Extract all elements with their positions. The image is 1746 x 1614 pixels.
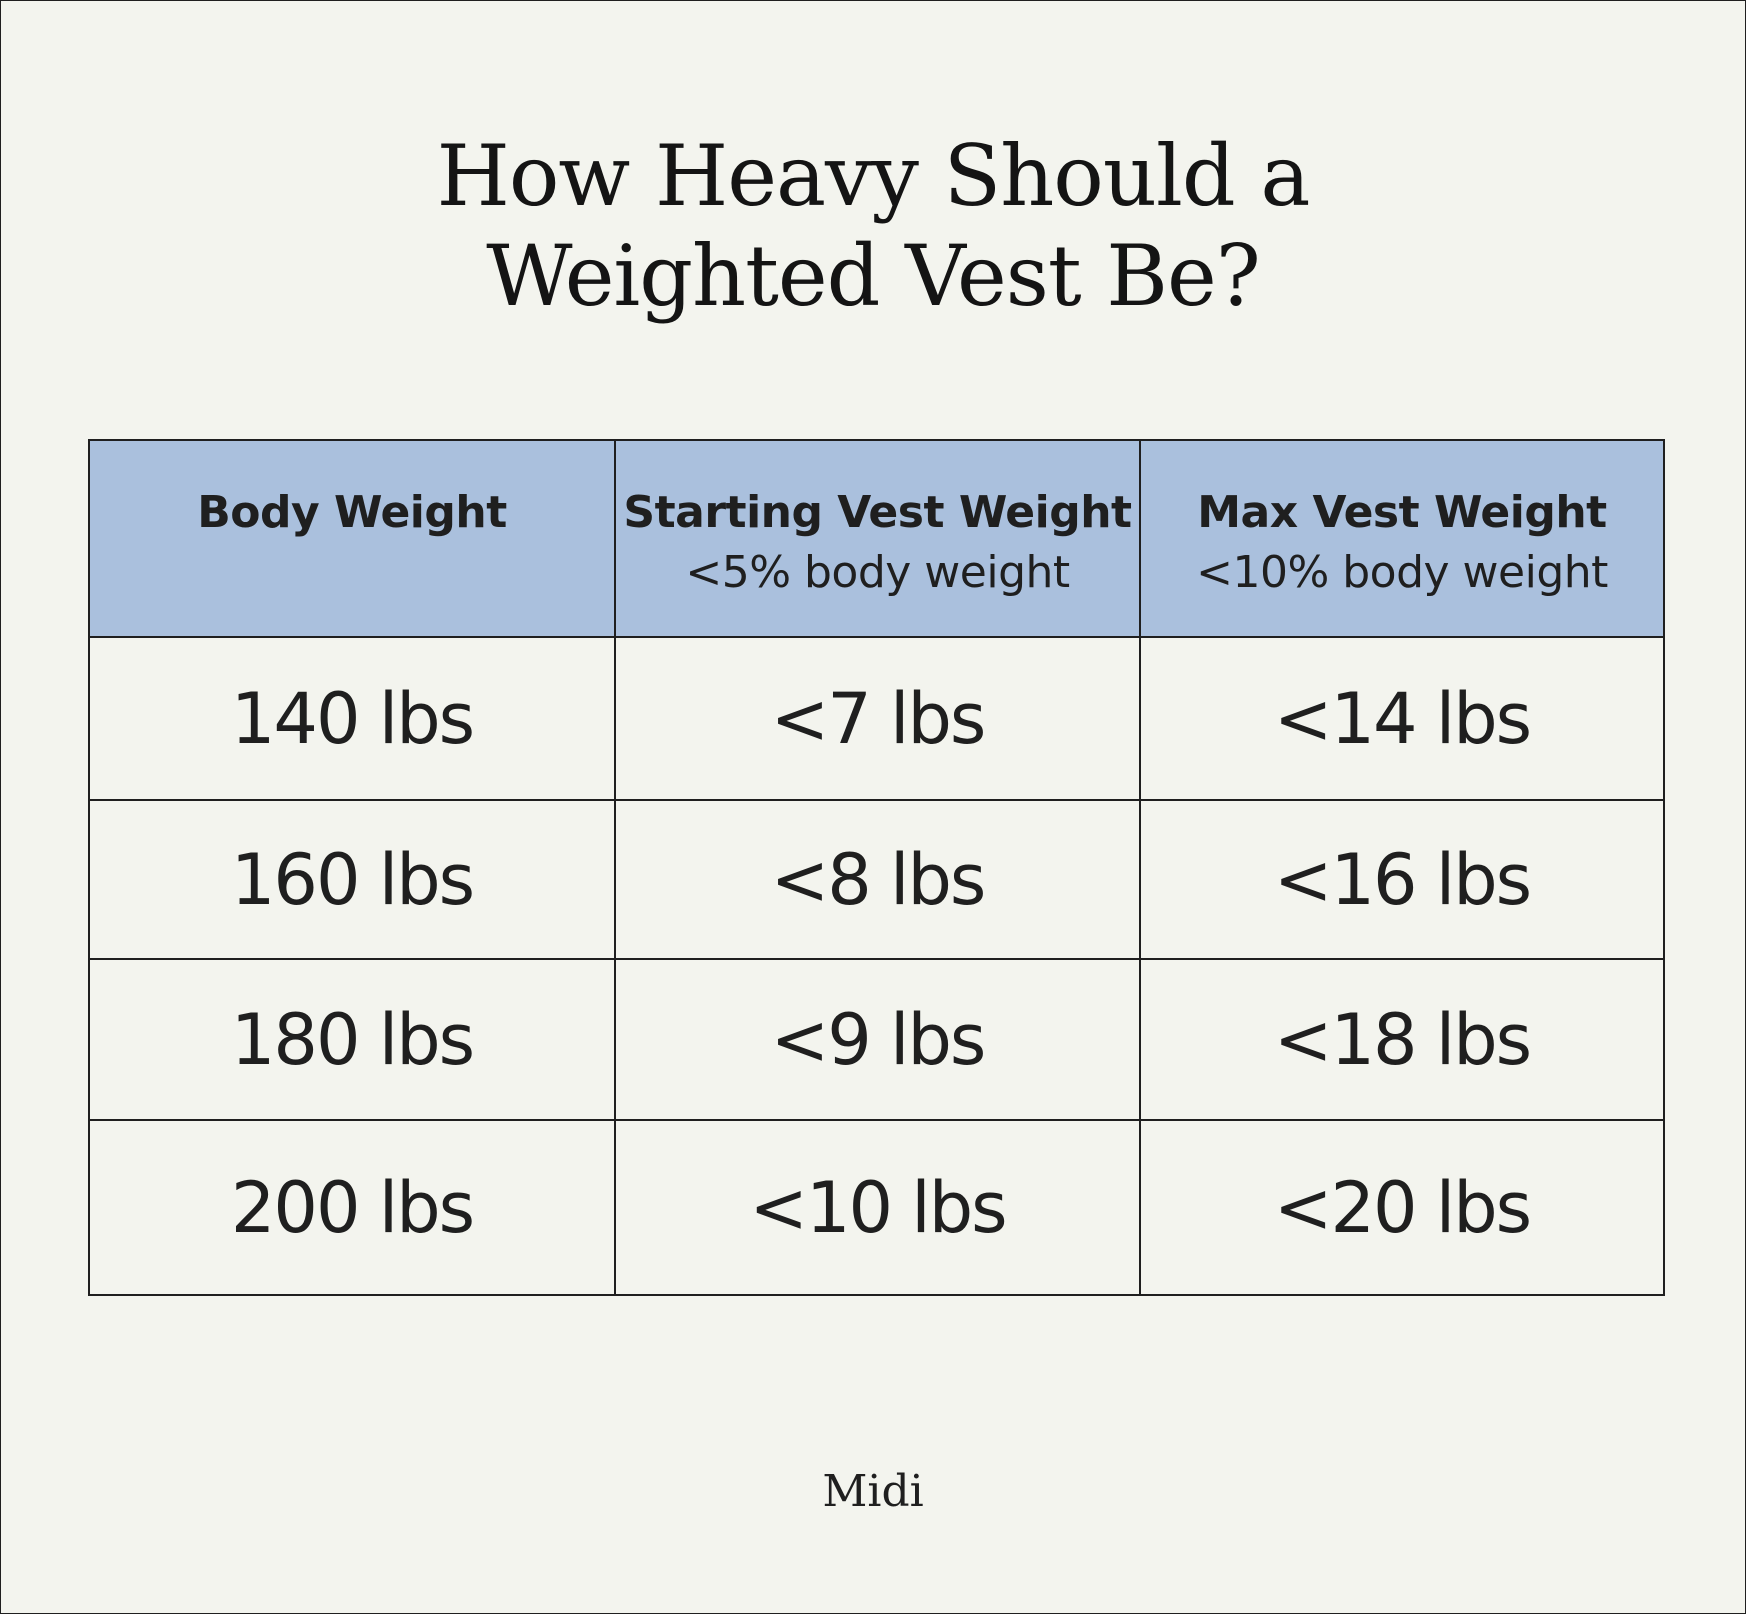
header-body-weight: Body Weight: [88, 439, 616, 638]
cell-max-vest-weight: <20 lbs: [1139, 1119, 1665, 1296]
page-title: How Heavy Should a Weighted Vest Be?: [0, 126, 1746, 326]
cell-max-vest-weight: <14 lbs: [1139, 636, 1665, 801]
header-sublabel: <10% body weight: [1196, 547, 1608, 598]
header-sublabel: <5% body weight: [685, 547, 1070, 598]
cell-starting-vest-weight: <9 lbs: [614, 958, 1141, 1121]
header-label: Max Vest Weight: [1197, 487, 1607, 538]
table-row: 200 lbs <10 lbs <20 lbs: [88, 1119, 1665, 1296]
cell-body-weight: 160 lbs: [88, 799, 616, 960]
vest-weight-table: Body Weight Starting Vest Weight <5% bod…: [88, 439, 1665, 1296]
cell-body-weight: 180 lbs: [88, 958, 616, 1121]
title-line-1: How Heavy Should a: [436, 127, 1311, 225]
title-line-2: Weighted Vest Be?: [486, 227, 1261, 325]
table-row: 140 lbs <7 lbs <14 lbs: [88, 636, 1665, 801]
header-label: Body Weight: [197, 487, 507, 538]
cell-max-vest-weight: <18 lbs: [1139, 958, 1665, 1121]
table-row: 180 lbs <9 lbs <18 lbs: [88, 958, 1665, 1121]
cell-starting-vest-weight: <7 lbs: [614, 636, 1141, 801]
cell-body-weight: 200 lbs: [88, 1119, 616, 1296]
cell-body-weight: 140 lbs: [88, 636, 616, 801]
cell-max-vest-weight: <16 lbs: [1139, 799, 1665, 960]
header-starting-vest-weight: Starting Vest Weight <5% body weight: [614, 439, 1141, 638]
table-row: 160 lbs <8 lbs <16 lbs: [88, 799, 1665, 960]
header-max-vest-weight: Max Vest Weight <10% body weight: [1139, 439, 1665, 638]
table-header-row: Body Weight Starting Vest Weight <5% bod…: [88, 439, 1665, 638]
cell-starting-vest-weight: <10 lbs: [614, 1119, 1141, 1296]
cell-starting-vest-weight: <8 lbs: [614, 799, 1141, 960]
brand-logo: Midi: [822, 1466, 924, 1517]
header-label: Starting Vest Weight: [623, 487, 1132, 538]
